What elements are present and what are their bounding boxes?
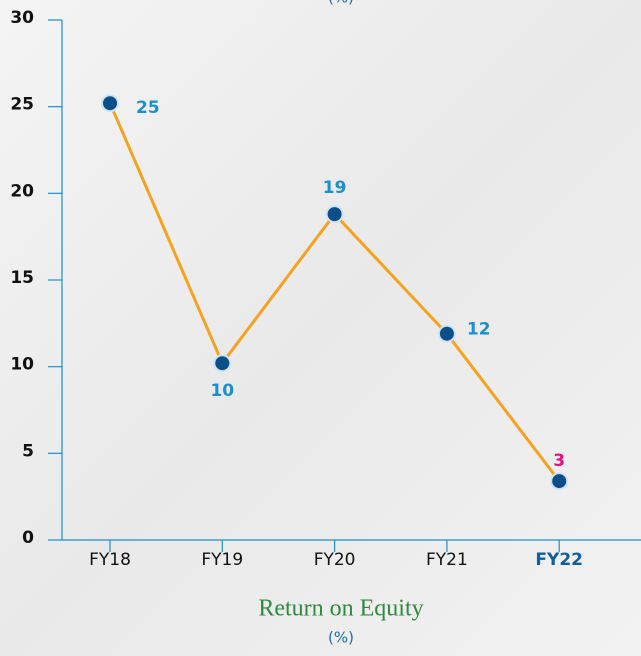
point — [101, 94, 119, 113]
point — [213, 354, 232, 373]
value-label: 12 — [467, 320, 491, 340]
series-line — [108, 102, 561, 482]
value-label: 3 — [553, 451, 565, 471]
x-tick-label: FY21 — [426, 550, 468, 570]
x-tick-label: FY22 — [535, 550, 583, 570]
header-fragment: (%) — [328, 0, 354, 7]
value-label: 19 — [323, 178, 347, 198]
y-tick-label: 15 — [10, 268, 34, 288]
point — [325, 205, 344, 224]
y-tick-label: 5 — [22, 441, 34, 461]
value-label: 10 — [210, 381, 234, 401]
x-tick-label: FY18 — [89, 550, 131, 570]
y-tick-label: 30 — [10, 8, 34, 28]
x-tick-label: FY19 — [201, 550, 243, 570]
point — [437, 324, 456, 343]
y-tick-label: 25 — [10, 95, 34, 115]
point — [550, 472, 569, 491]
chart-title: Return on Equity — [258, 596, 423, 622]
y-tick-label: 10 — [10, 355, 34, 375]
y-tick-label: 0 — [22, 528, 34, 548]
chart-subtitle: (%) — [328, 629, 354, 647]
x-tick-label: FY20 — [314, 550, 356, 570]
value-label: 25 — [136, 98, 160, 118]
y-tick-label: 20 — [10, 181, 34, 201]
